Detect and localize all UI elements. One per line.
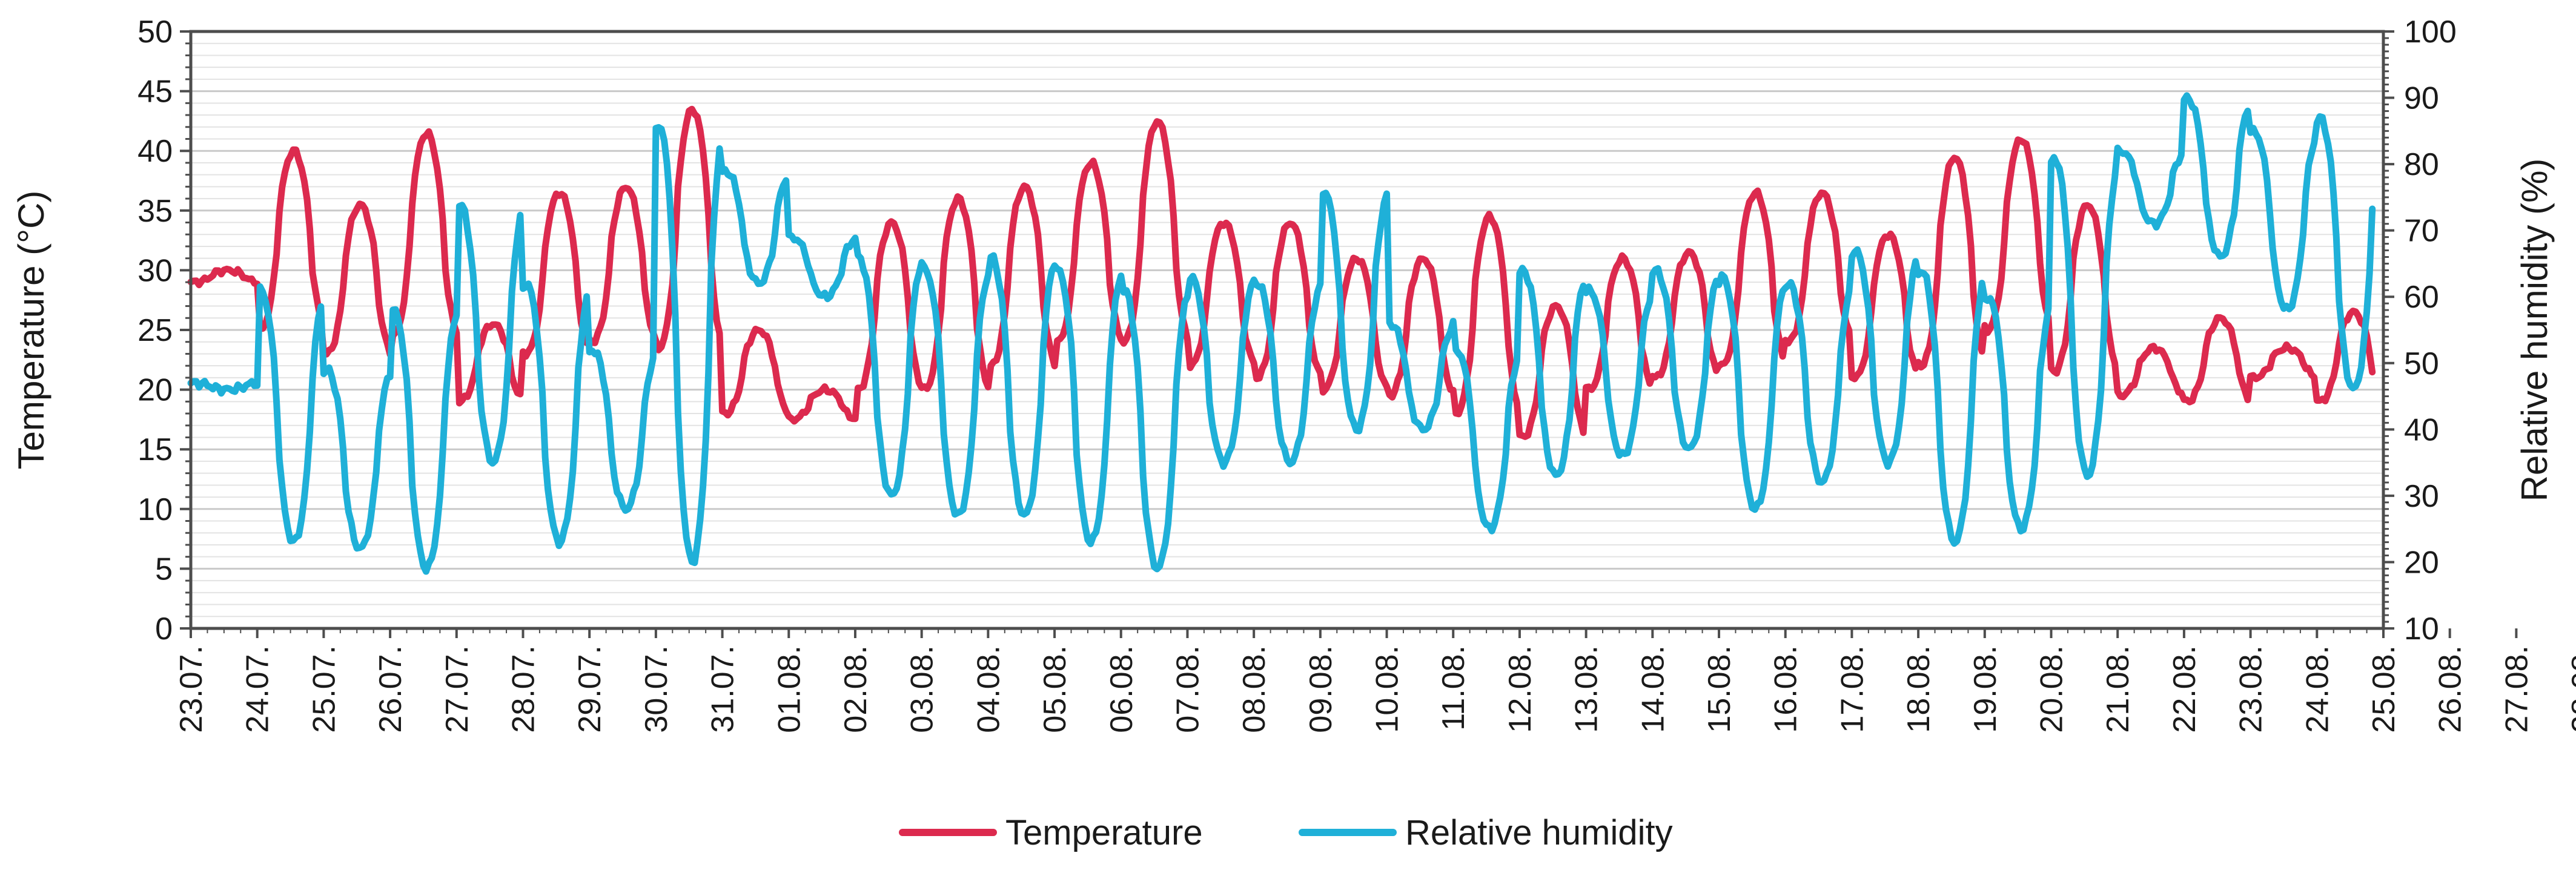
left-tick-label: 45 [137, 74, 173, 110]
x-tick-label: 07.08. [1170, 645, 1205, 733]
left-tick-label: 50 [137, 15, 173, 50]
right-y-axis: 10 20 30 40 50 60 70 80 90 100 [2383, 15, 2457, 647]
x-tick-label: 12.08. [1503, 645, 1538, 733]
x-tick-label: 25.08. [2366, 645, 2402, 733]
x-tick-label: 27.07. [440, 645, 475, 733]
right-tick-label: 40 [2404, 412, 2439, 447]
left-tick-label: 25 [137, 313, 173, 348]
legend-label-temperature: Temperature [1005, 813, 1203, 852]
x-tick-label: 15.08. [1702, 645, 1737, 733]
x-axis: 23.07. 24.07. 25.07. 26.07. 27.07. 28.07. 29.0… [174, 628, 2576, 733]
legend: Temperature Relative humidity [899, 813, 1673, 852]
right-tick-label: 70 [2404, 214, 2439, 249]
x-tick-label: 25.07. [306, 645, 342, 733]
right-tick-label: 10 [2404, 611, 2439, 647]
x-tick-label: 17.08. [1835, 645, 1870, 733]
y-axis-title-left: Temperature (°C) [11, 191, 51, 470]
right-tick-label: 100 [2404, 15, 2457, 50]
x-tick-label: 09.08. [1303, 645, 1339, 733]
x-tick-label: 04.08. [971, 645, 1006, 733]
x-tick-label: 10.08. [1370, 645, 1405, 733]
y-axis-title-right: Relative humidity (%) [2514, 159, 2555, 502]
series-line-relative-humidity [187, 92, 2376, 575]
right-tick-label: 80 [2404, 147, 2439, 182]
x-tick-label: 21.08. [2101, 645, 2136, 733]
x-tick-label: 23.08. [2234, 645, 2269, 733]
left-tick-label: 35 [137, 194, 173, 229]
right-tick-label: 60 [2404, 280, 2439, 315]
x-tick-label: 23.07. [174, 645, 209, 733]
x-tick-label: 22.08. [2167, 645, 2202, 733]
x-tick-label: 26.07. [373, 645, 408, 733]
x-tick-label: 30.07. [639, 645, 674, 733]
right-tick-label: 90 [2404, 81, 2439, 116]
x-tick-label: 20.08. [2035, 645, 2070, 733]
x-tick-label: 01.08. [772, 645, 807, 733]
x-tick-label: 28.07. [506, 645, 541, 733]
x-tick-label: 03.08. [905, 645, 940, 733]
x-tick-label: 24.07. [240, 645, 276, 733]
series-line-temperature [187, 105, 2376, 440]
x-tick-label: 24.08. [2300, 645, 2335, 733]
left-tick-label: 20 [137, 373, 173, 408]
x-tick-label: 28.08. [2566, 645, 2576, 733]
right-tick-label: 20 [2404, 545, 2439, 580]
x-tick-label: 19.08. [1968, 645, 2003, 733]
x-tick-label: 26.08. [2433, 645, 2468, 733]
left-tick-label: 15 [137, 432, 173, 467]
x-tick-label: 06.08. [1104, 645, 1139, 733]
x-tick-label: 16.08. [1769, 645, 1804, 733]
x-tick-label: 18.08. [1901, 645, 1936, 733]
x-tick-label: 11.08. [1436, 645, 1471, 731]
x-tick-label: 27.08. [2499, 645, 2534, 733]
left-y-axis: 0 5 10 15 20 25 30 35 40 45 50 [137, 15, 191, 647]
left-tick-label: 40 [137, 134, 173, 169]
x-tick-label: 14.08. [1635, 645, 1670, 733]
legend-label-humidity: Relative humidity [1405, 813, 1673, 852]
x-tick-label: 02.08. [838, 645, 873, 733]
left-tick-label: 30 [137, 253, 173, 288]
grid-lines [191, 42, 2383, 618]
x-tick-label: 05.08. [1038, 645, 1073, 733]
x-tick-label: 08.08. [1237, 645, 1272, 733]
right-tick-label: 50 [2404, 346, 2439, 381]
left-tick-label: 5 [155, 552, 173, 587]
left-tick-label: 10 [137, 492, 173, 527]
x-tick-label: 13.08. [1569, 645, 1604, 733]
series-lines [187, 92, 2376, 575]
x-tick-label: 29.07. [572, 645, 608, 733]
left-tick-label: 0 [155, 611, 173, 647]
x-tick-label: 31.07. [706, 645, 741, 733]
right-tick-label: 30 [2404, 479, 2439, 514]
